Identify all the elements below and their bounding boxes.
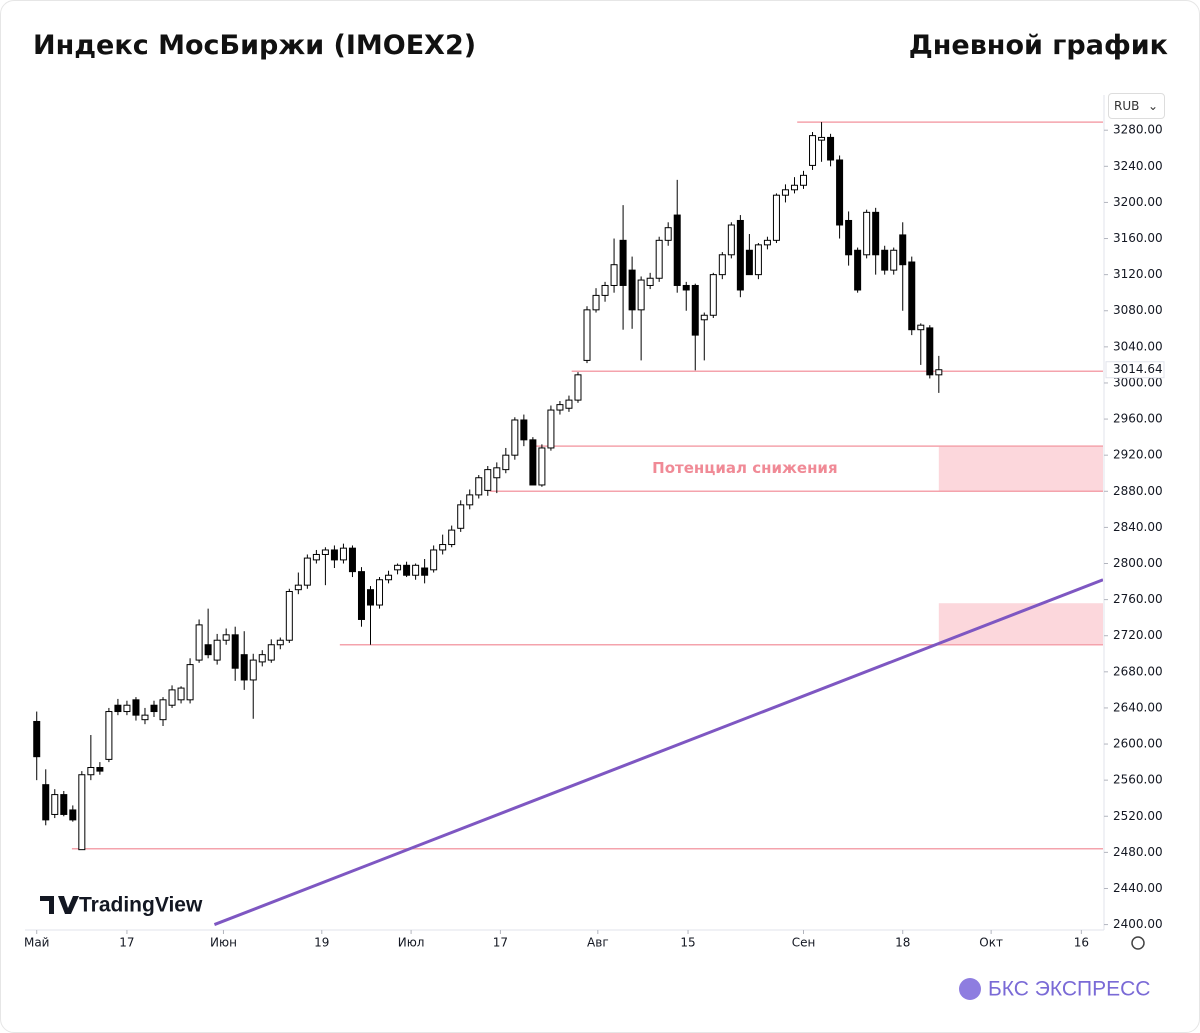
currency-select[interactable]: RUB ⌄	[1108, 93, 1165, 119]
subtitle: Дневной график	[908, 30, 1168, 61]
title: Индекс МосБиржи (IMOEX2)	[33, 30, 477, 61]
chevron: ⌄	[1147, 99, 1158, 113]
currency: RUB	[1114, 99, 1140, 113]
